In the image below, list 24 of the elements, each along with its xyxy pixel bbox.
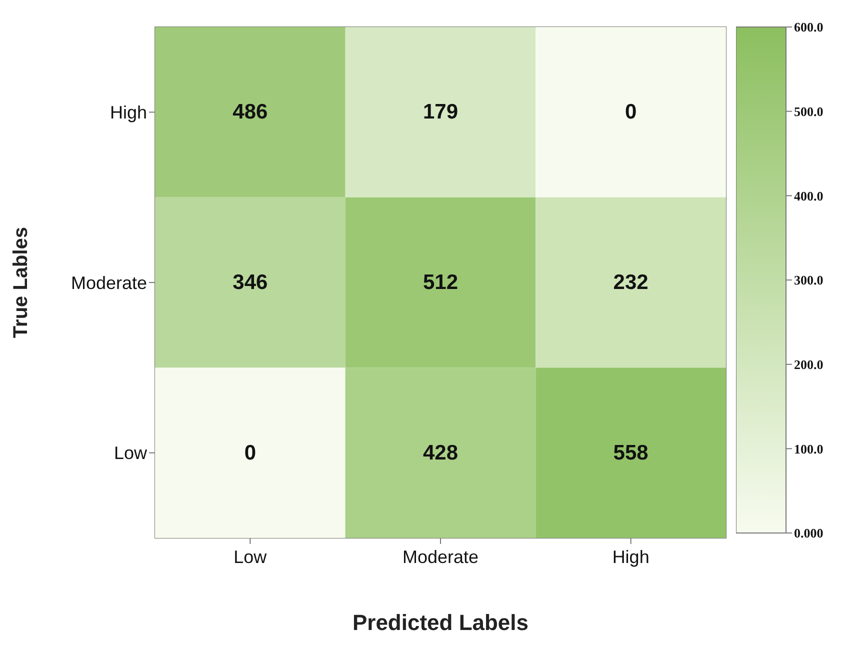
- x-tick-label: Low: [234, 546, 268, 567]
- x-tick-label: High: [612, 546, 650, 567]
- x-tick-label: Moderate: [402, 546, 479, 567]
- y-tick-label: Low: [114, 443, 148, 464]
- data-label: 512: [422, 271, 458, 294]
- color-bar-label: 0.000: [794, 526, 824, 541]
- data-label: 179: [422, 100, 458, 124]
- data-label: 0: [244, 441, 256, 464]
- color-bar-label: 100.0: [794, 441, 824, 456]
- data-label: 558: [613, 441, 649, 464]
- color-bar-label: 400.0: [794, 188, 824, 204]
- x-axis-title: Predicted Labels: [352, 610, 529, 635]
- data-label: 346: [232, 271, 268, 294]
- data-label: 486: [232, 100, 268, 124]
- data-label: 428: [422, 441, 458, 464]
- y-axis-title: True Lables: [10, 226, 32, 338]
- y-tick-label: Moderate: [70, 272, 147, 293]
- data-label: 232: [613, 271, 648, 294]
- color-bar-label: 500.0: [794, 104, 824, 119]
- y-tick-label: High: [110, 102, 147, 123]
- color-bar-label: 300.0: [794, 272, 824, 288]
- color-bar-label: 200.0: [794, 356, 824, 372]
- color-bar-label: 600.0: [794, 20, 824, 35]
- data-label: 0: [624, 100, 637, 124]
